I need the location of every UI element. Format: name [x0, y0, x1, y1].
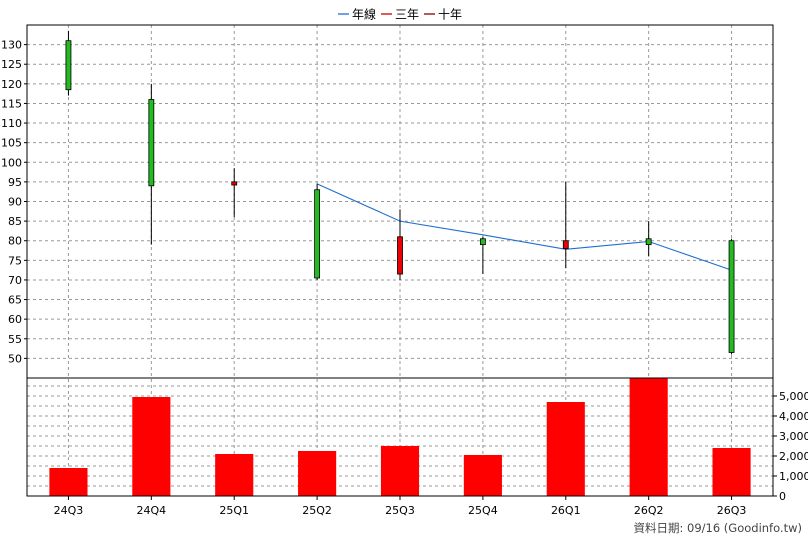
volume-bar	[546, 402, 585, 496]
price-tick-label: 115	[1, 97, 22, 110]
legend-label: 年線	[352, 7, 376, 22]
category-tick-label: 24Q3	[54, 504, 84, 517]
price-tick-label: 105	[1, 137, 22, 150]
price-tick-label: 50	[8, 352, 22, 365]
volume-tick-label: 1,000	[779, 470, 808, 483]
price-tick-label: 120	[1, 78, 22, 91]
price-tick-label: 100	[1, 156, 22, 169]
category-tick-label: 24Q4	[137, 504, 167, 517]
data-date-footer: 資料日期: 09/16 (Goodinfo.tw)	[633, 521, 802, 535]
legend-label: 三年	[395, 8, 419, 22]
candle-body	[479, 238, 486, 246]
volume-tick-label: 5,000	[779, 390, 808, 403]
axes: 50 55 60 65 70 75 80 85 90 95 100 105 110 115 120 125 13…	[1, 24, 808, 517]
price-tick-label: 75	[8, 254, 22, 267]
candle-body	[231, 181, 238, 186]
price-tick-label: 85	[8, 215, 22, 228]
volume-bar	[298, 451, 337, 496]
price-tick-label: 65	[8, 294, 22, 307]
category-tick-label: 25Q2	[302, 504, 332, 517]
candle-body	[314, 189, 321, 279]
volume-bar	[380, 446, 420, 496]
price-tick-label: 110	[1, 117, 22, 130]
volume-bar	[712, 448, 751, 496]
volume-tick-label: 0	[779, 490, 786, 503]
legend-label: 十年	[438, 8, 462, 22]
price-tick-label: 125	[1, 58, 22, 71]
volume-bar	[463, 455, 502, 496]
price-tick-label: 55	[8, 333, 22, 346]
price-tick-label: 80	[8, 235, 22, 248]
category-tick-label: 25Q1	[219, 504, 249, 517]
category-tick-label: 25Q4	[468, 504, 498, 517]
price-tick-label: 70	[8, 274, 22, 287]
category-tick-label: 26Q2	[634, 504, 664, 517]
volume-tick-label: 3,000	[779, 430, 808, 443]
price-tick-label: 60	[8, 313, 22, 326]
category-tick-label: 26Q3	[717, 504, 747, 517]
volume-bar	[215, 454, 254, 496]
volume-panel	[49, 378, 751, 496]
legend: 年線 三年 十年	[338, 7, 462, 22]
volume-tick-label: 2,000	[779, 450, 808, 463]
category-tick-label: 25Q3	[385, 504, 415, 517]
price-panel	[65, 30, 735, 355]
price-tick-label: 95	[8, 176, 22, 189]
candle-body	[65, 40, 72, 91]
volume-tick-label: 4,000	[779, 410, 808, 423]
price-tick-label: 130	[1, 39, 22, 52]
price-tick-label: 90	[8, 196, 22, 209]
candle-body	[728, 240, 735, 353]
volume-bar	[49, 468, 88, 496]
candle-body	[562, 240, 569, 249]
candle-body	[645, 238, 652, 246]
volume-bar	[132, 397, 171, 496]
candle-body	[148, 99, 155, 187]
volume-bar	[629, 378, 668, 496]
annual-line	[316, 183, 732, 271]
candle-body	[397, 236, 403, 275]
category-tick-label: 26Q1	[551, 504, 581, 517]
